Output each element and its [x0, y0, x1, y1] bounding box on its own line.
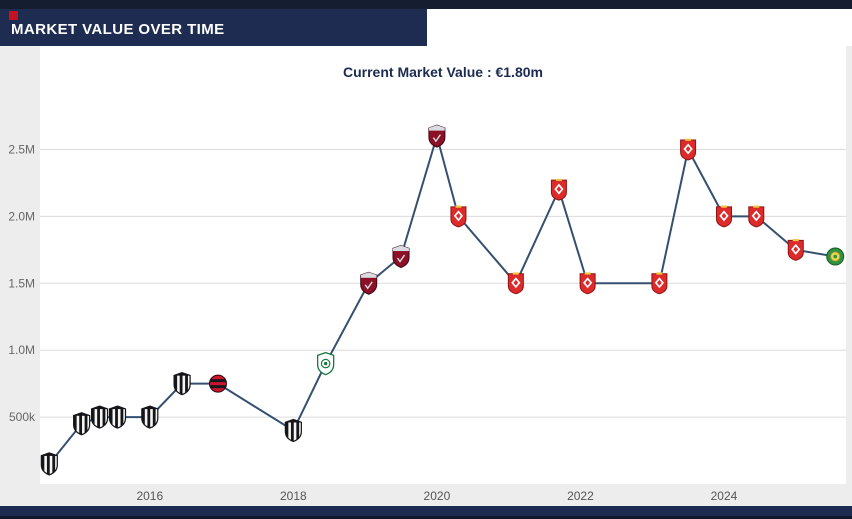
x-axis-tick-label: 2022: [567, 489, 594, 503]
y-axis-tick-label: 1.5M: [8, 276, 35, 290]
current-market-value-label: Current Market Value : €1.80m: [343, 64, 543, 80]
data-point-black-white-striped-crest[interactable]: [141, 405, 159, 429]
page-header: MARKET VALUE OVER TIME: [0, 9, 427, 46]
market-value-line: [48, 132, 836, 465]
top-navy-strip: [0, 0, 852, 9]
y-axis-tick-label: 1.0M: [8, 343, 35, 357]
y-axis-tick-label: 2.0M: [8, 209, 35, 223]
header-right-spacer: [427, 9, 852, 46]
data-point-red-white-shield-crest[interactable]: [748, 205, 765, 228]
data-point-black-white-striped-crest[interactable]: [73, 412, 91, 436]
data-point-red-white-shield-crest[interactable]: [680, 138, 697, 161]
x-axis-tick-label: 2024: [711, 489, 738, 503]
data-point-black-white-striped-crest[interactable]: [284, 418, 302, 443]
data-point-dark-red-shield-crest[interactable]: [360, 271, 378, 295]
data-point-green-white-shield-crest[interactable]: [317, 351, 335, 376]
data-point-red-white-shield-crest[interactable]: [787, 238, 804, 261]
x-axis-tick-label: 2016: [136, 489, 163, 503]
data-point-red-white-shield-crest[interactable]: [450, 205, 467, 228]
data-point-red-black-circle-crest[interactable]: [208, 374, 227, 393]
data-point-red-white-shield-crest[interactable]: [651, 272, 668, 295]
x-axis-tick-label: 2020: [424, 489, 451, 503]
data-point-black-white-striped-crest[interactable]: [90, 405, 109, 429]
data-point-black-white-striped-crest[interactable]: [173, 372, 191, 396]
red-accent-mark: [9, 11, 18, 20]
y-axis-tick-label: 2.5M: [8, 143, 35, 157]
page-title: MARKET VALUE OVER TIME: [11, 21, 225, 38]
x-axis-tick-label: 2018: [280, 489, 307, 503]
data-point-black-white-striped-crest[interactable]: [108, 405, 127, 429]
data-point-dark-red-shield-crest[interactable]: [392, 245, 410, 269]
footer-bar: [0, 506, 852, 519]
chart-panel: [40, 46, 846, 484]
data-point-red-white-shield-crest[interactable]: [550, 178, 567, 201]
data-point-black-white-striped-crest[interactable]: [40, 452, 58, 476]
y-axis-tick-label: 500k: [9, 410, 36, 424]
data-point-green-yellow-circle-crest[interactable]: [826, 247, 845, 266]
data-point-red-white-shield-crest[interactable]: [507, 272, 524, 295]
data-point-red-white-shield-crest[interactable]: [715, 205, 732, 228]
data-point-red-white-shield-crest[interactable]: [579, 272, 596, 295]
data-point-dark-red-shield-crest[interactable]: [428, 124, 446, 148]
